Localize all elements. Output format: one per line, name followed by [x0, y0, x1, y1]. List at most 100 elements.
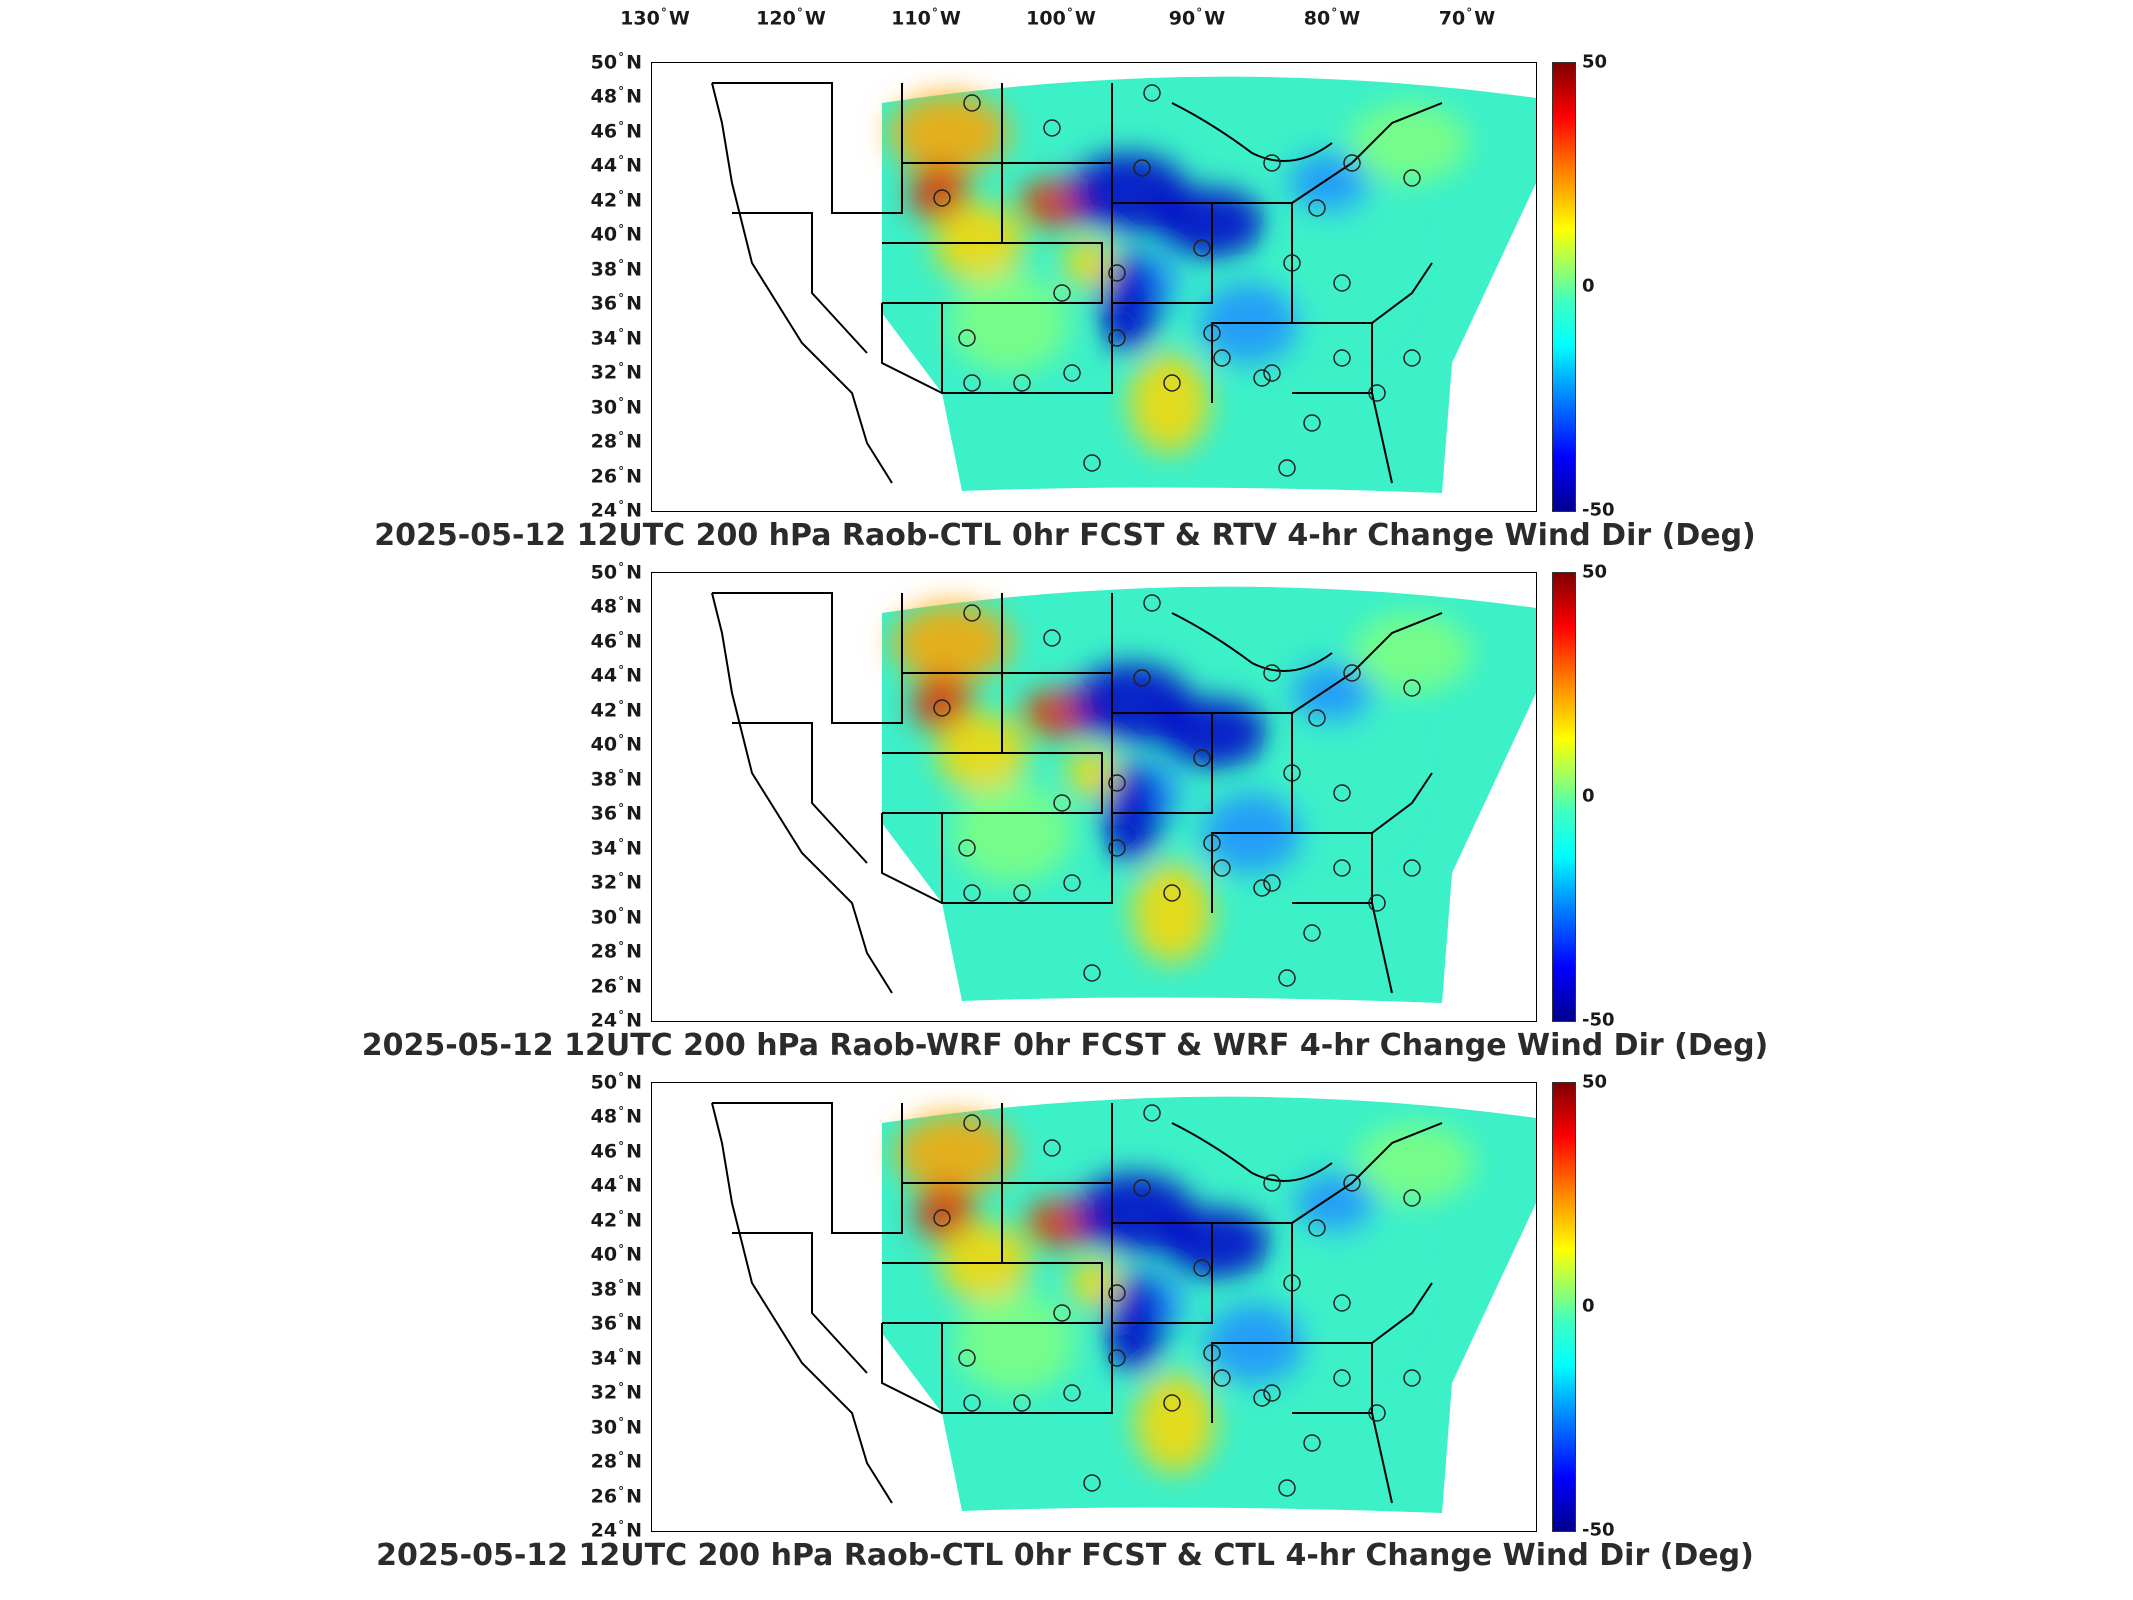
latitude-label: 30° N	[590, 394, 642, 419]
raob-station-marker	[1303, 414, 1321, 432]
latitude-label: 42° N	[590, 1208, 642, 1232]
raob-station-marker	[1403, 1189, 1421, 1207]
latitude-label: 46° N	[590, 629, 642, 653]
raob-station-marker	[1343, 154, 1361, 172]
wind-direction-change-map	[711, 1096, 1536, 1513]
raob-station-marker	[1203, 324, 1221, 342]
state-boundaries	[711, 592, 1443, 994]
latitude-label: 30° N	[590, 1414, 642, 1439]
latitude-label: 24° N	[590, 498, 642, 522]
raob-station-marker	[1308, 709, 1326, 727]
latitude-label: 40° N	[590, 1242, 642, 1266]
raob-station-marker	[1283, 1274, 1301, 1292]
colorbar-max-label: 50	[1582, 1071, 1608, 1093]
latitude-label: 50° N	[590, 560, 642, 584]
raob-station-marker	[1043, 1139, 1061, 1157]
raob-station-marker	[1263, 1384, 1281, 1402]
raob-station-marker	[1333, 1294, 1351, 1312]
raob-station-marker	[958, 329, 976, 347]
raob-station-marker	[958, 1349, 976, 1367]
latitude-label: 50° N	[590, 1070, 642, 1094]
raob-station-marker	[1133, 1179, 1151, 1197]
colorbar-mid-label: 0	[1582, 785, 1595, 807]
latitude-label: 36° N	[590, 291, 642, 315]
raob-station-marker	[933, 1209, 951, 1227]
map-panel: 50° N 48° N 46° N 44° N 42° N 40° N 38° N 36° N 34° N 32° N…	[0, 550, 2133, 1063]
latitude-label: 38° N	[590, 257, 642, 281]
colorbar-min-label: -50	[1582, 499, 1615, 521]
colorbar	[1552, 1082, 1576, 1532]
map-panel: 50° N 48° N 46° N 44° N 42° N 40° N 38° N 36° N 34° N 32° N…	[0, 1060, 2133, 1573]
raob-station-marker	[1253, 369, 1271, 387]
raob-station-marker	[1108, 1284, 1126, 1302]
raob-station-marker	[963, 1394, 981, 1412]
field-anomaly	[889, 93, 1009, 173]
longitude-label: 110° W	[891, 6, 961, 30]
field-anomaly	[949, 273, 1069, 373]
latitude-label: 32° N	[590, 360, 642, 384]
field-anomaly	[1067, 748, 1117, 798]
latitude-label: 48° N	[590, 84, 642, 109]
raob-station-marker	[1253, 1389, 1271, 1407]
raob-station-marker	[1013, 884, 1031, 902]
wind-direction-change-map	[711, 586, 1536, 1003]
latitude-label: 38° N	[590, 767, 642, 791]
field-anomaly	[1064, 238, 1114, 288]
raob-station-marker	[963, 374, 981, 392]
raob-station-marker	[1143, 1104, 1161, 1122]
colorbar-max-label: 50	[1582, 51, 1608, 73]
field-anomaly	[915, 1183, 975, 1243]
raob-station-marker	[1308, 199, 1326, 217]
colorbar-max-label: 50	[1582, 561, 1608, 583]
field-anomaly	[1349, 103, 1469, 183]
field-anomaly	[1154, 188, 1264, 258]
field-anomaly	[892, 603, 1012, 683]
raob-station-marker	[1303, 924, 1321, 942]
raob-station-marker	[1283, 254, 1301, 272]
latitude-label: 44° N	[590, 153, 642, 178]
raob-station-marker	[1063, 1384, 1081, 1402]
raob-station-marker	[1213, 1369, 1231, 1387]
state-boundaries	[711, 1102, 1443, 1504]
raob-station-marker	[1083, 964, 1101, 982]
raob-station-marker	[1083, 1474, 1101, 1492]
colorbar	[1552, 62, 1576, 512]
raob-station-marker	[1278, 969, 1296, 987]
raob-station-marker	[1133, 669, 1151, 687]
raob-station-marker	[1163, 374, 1181, 392]
raob-station-marker	[1333, 274, 1351, 292]
field-anomaly	[1352, 613, 1472, 693]
raob-station-marker	[1403, 169, 1421, 187]
field-anomaly	[1292, 663, 1372, 723]
latitude-label: 40° N	[590, 732, 642, 756]
raob-station-marker	[963, 1114, 981, 1132]
panel-title: 2025-05-12 12UTC 200 hPa Raob-WRF 0hr FC…	[361, 1028, 1769, 1063]
field-anomaly	[1289, 183, 1409, 343]
raob-station-marker	[1333, 784, 1351, 802]
raob-station-marker	[1343, 664, 1361, 682]
raob-station-marker	[1203, 834, 1221, 852]
colorbar	[1552, 572, 1576, 1022]
latitude-label: 24° N	[590, 1008, 642, 1032]
latitude-label: 46° N	[590, 119, 642, 143]
latitude-label: 42° N	[590, 698, 642, 722]
raob-station-marker	[1133, 159, 1151, 177]
latitude-label: 34° N	[590, 1346, 642, 1370]
raob-station-marker	[1143, 594, 1161, 612]
colorbar-mid-label: 0	[1582, 1295, 1595, 1317]
latitude-label: 48° N	[590, 1104, 642, 1129]
raob-station-marker	[1043, 629, 1061, 647]
latitude-label: 26° N	[590, 463, 642, 488]
raob-station-marker	[1213, 349, 1231, 367]
raob-station-marker	[1203, 1344, 1221, 1362]
raob-station-marker	[1278, 459, 1296, 477]
field-anomaly	[1289, 153, 1369, 213]
map-frame	[651, 62, 1537, 512]
raob-station-marker	[1403, 859, 1421, 877]
raob-station-marker	[933, 699, 951, 717]
raob-station-marker	[1193, 1259, 1211, 1277]
latitude-label: 24° N	[590, 1518, 642, 1542]
raob-station-marker	[1193, 239, 1211, 257]
raob-station-marker	[963, 604, 981, 622]
field-anomaly	[1355, 1123, 1475, 1203]
